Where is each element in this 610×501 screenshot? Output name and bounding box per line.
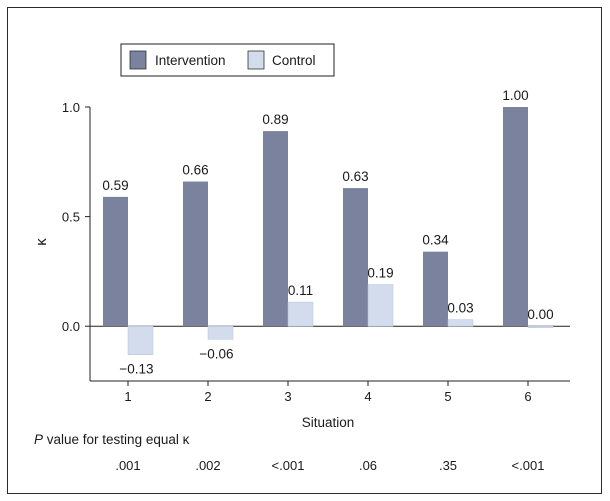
bar-control [527,325,554,328]
p-value-label: .001 [115,458,140,473]
legend-box [120,43,335,77]
data-label-control: 0.11 [288,283,313,298]
data-label-intervention: 0.34 [422,233,449,248]
x-tick-label: 6 [524,389,531,404]
data-label-control: 0.19 [367,266,393,281]
data-label-control: −0.06 [199,346,233,361]
bar-control [367,284,394,327]
data-label-intervention: 1.00 [502,88,528,103]
bar-intervention [103,196,128,327]
bar-intervention [343,188,368,327]
legend-label-control: Control [272,53,316,68]
p-value-title: P value for testing equal κ [34,432,190,447]
p-value-label: .06 [359,458,377,473]
x-axis-title: Situation [302,415,355,430]
data-label-control: −0.13 [119,362,153,377]
legend-swatch-intervention [129,50,147,70]
data-label-control: 0.00 [527,307,553,322]
y-axis-title: κ [33,238,50,246]
p-value-label: <.001 [512,458,545,473]
y-tick-label: 0.0 [62,319,80,334]
bar-intervention [263,131,288,327]
bar-intervention [423,251,448,327]
data-label-intervention: 0.89 [262,112,288,127]
x-tick-label: 4 [364,389,371,404]
bar-control [207,325,234,340]
x-tick-label: 1 [124,389,131,404]
legend-swatch-control [247,50,265,70]
data-label-intervention: 0.66 [182,163,208,178]
bar-control [287,301,314,327]
p-value-label: .002 [195,458,220,473]
data-label-intervention: 0.63 [342,169,368,184]
y-tick-label: 1.0 [62,100,80,115]
bar-control [447,319,474,327]
x-tick-label: 5 [444,389,451,404]
y-tick-label: 0.5 [62,210,80,225]
p-value-label: .35 [439,458,457,473]
x-tick-label: 3 [284,389,291,404]
bar-intervention [183,181,208,327]
p-value-label: <.001 [272,458,305,473]
bar-intervention [503,107,528,327]
data-label-control: 0.03 [447,301,473,316]
data-label-intervention: 0.59 [102,178,128,193]
legend-label-intervention: Intervention [155,53,226,68]
bar-control [127,325,154,355]
figure-frame [7,7,602,494]
x-tick-label: 2 [204,389,211,404]
